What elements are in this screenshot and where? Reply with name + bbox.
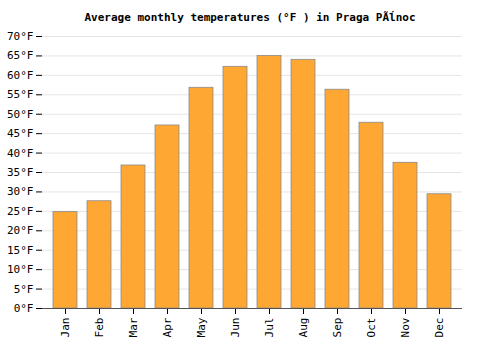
svg-text:Mar: Mar <box>127 317 140 337</box>
svg-text:Jun: Jun <box>229 318 242 338</box>
svg-text:5°F: 5°F <box>14 283 34 296</box>
svg-text:40°F: 40°F <box>7 147 34 160</box>
html-text:Average monthly temperatures (: Average monthly temperatures (°F ) in Pr… <box>84 11 416 24</box>
svg-text:70°F: 70°F <box>7 30 34 43</box>
svg-text:Sep: Sep <box>331 318 344 338</box>
svg-text:25°F: 25°F <box>7 205 34 218</box>
svg-text:55°F: 55°F <box>7 88 34 101</box>
svg-text:60°F: 60°F <box>7 69 34 82</box>
svg-text:Jan: Jan <box>59 318 72 338</box>
svg-text:Feb: Feb <box>93 318 106 338</box>
svg-text:Oct: Oct <box>365 318 378 338</box>
svg-text:65°F: 65°F <box>7 49 34 62</box>
svg-text:May: May <box>195 317 208 337</box>
svg-text:35°F: 35°F <box>7 166 34 179</box>
svg-text:0°F: 0°F <box>14 302 34 315</box>
svg-text:20°F: 20°F <box>7 224 34 237</box>
svg-text:Aug: Aug <box>297 318 310 338</box>
svg-text:50°F: 50°F <box>7 108 34 121</box>
svg-text:Dec: Dec <box>433 318 446 338</box>
svg-text:15°F: 15°F <box>7 244 34 257</box>
svg-text:Jul: Jul <box>263 318 276 338</box>
svg-text:10°F: 10°F <box>7 263 34 276</box>
svg-text:45°F: 45°F <box>7 127 34 140</box>
svg-text:30°F: 30°F <box>7 185 34 198</box>
svg-text:Apr: Apr <box>161 317 174 337</box>
svg-text:Nov: Nov <box>399 317 412 337</box>
